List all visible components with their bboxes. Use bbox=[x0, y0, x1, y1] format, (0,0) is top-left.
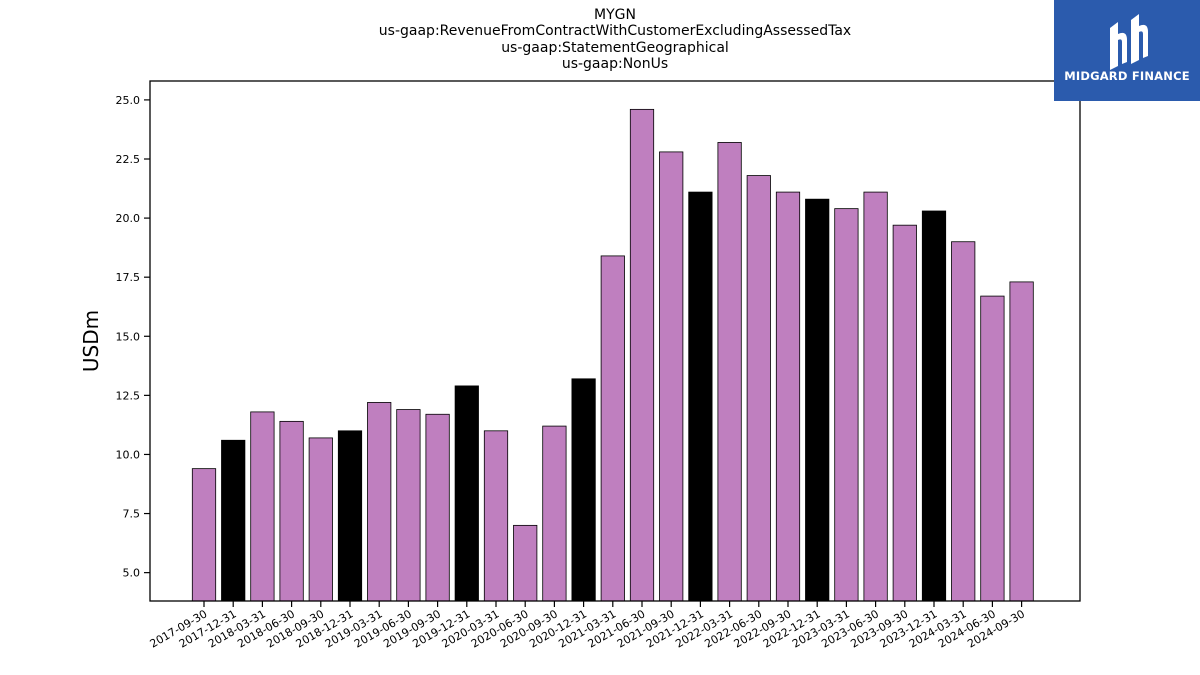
y-tick-label: 12.5 bbox=[116, 389, 141, 402]
bar-2019-03-31 bbox=[367, 402, 392, 602]
bar-2019-12-31 bbox=[454, 385, 479, 602]
chart-title-concept: us-gaap:RevenueFromContractWithCustomerE… bbox=[378, 23, 852, 40]
bar-2020-09-30 bbox=[542, 425, 567, 602]
y-tick-label: 5.0 bbox=[123, 567, 141, 580]
bar-2019-06-30 bbox=[396, 409, 421, 602]
bar-2024-06-30 bbox=[980, 295, 1005, 602]
bar-2017-09-30 bbox=[191, 468, 217, 602]
bar-2020-12-31 bbox=[571, 378, 596, 602]
bar-2022-06-30 bbox=[746, 175, 771, 602]
y-axis-title: USDm bbox=[79, 310, 103, 372]
y-tick-label: 25.0 bbox=[116, 94, 141, 107]
bar-2018-06-30 bbox=[279, 420, 304, 602]
bar-2018-03-31 bbox=[250, 411, 275, 602]
bar-2023-06-30 bbox=[863, 191, 888, 602]
y-tick-label: 15.0 bbox=[116, 330, 141, 343]
bar-2022-12-31 bbox=[805, 198, 830, 602]
bar-2022-09-30 bbox=[775, 191, 801, 602]
bar-2018-12-31 bbox=[337, 430, 363, 602]
plot-frame bbox=[149, 80, 1081, 602]
bar-2023-09-30 bbox=[892, 224, 917, 602]
bar-2024-03-31 bbox=[951, 241, 976, 602]
bar-2021-06-30 bbox=[629, 108, 655, 602]
bar-2021-09-30 bbox=[659, 151, 684, 602]
bar-2021-12-31 bbox=[688, 191, 713, 602]
midgard-finance-logo: MIDGARD FINANCE bbox=[1054, 0, 1200, 101]
bar-2018-09-30 bbox=[308, 437, 333, 602]
chart-title-ticker: MYGN bbox=[594, 7, 636, 23]
y-tick-label: 20.0 bbox=[116, 212, 141, 225]
chart-title-axis: us-gaap:StatementGeographical bbox=[501, 39, 729, 56]
bar-2020-06-30 bbox=[513, 524, 538, 602]
bar-2023-12-31 bbox=[921, 210, 947, 602]
bar-2022-03-31 bbox=[717, 142, 742, 602]
bar-2020-03-31 bbox=[483, 430, 509, 602]
bar-2019-09-30 bbox=[425, 413, 450, 602]
y-tick-label: 7.5 bbox=[123, 508, 141, 521]
chart-title: MYGN us-gaap:RevenueFromContractWithCust… bbox=[150, 7, 1080, 72]
chart-title-member: us-gaap:NonUs bbox=[561, 55, 669, 72]
bar-2021-03-31 bbox=[600, 255, 625, 602]
y-tick-label: 17.5 bbox=[116, 271, 141, 284]
bar-2017-12-31 bbox=[221, 439, 246, 602]
midgard-logo-icon bbox=[1054, 0, 1200, 101]
y-tick-label: 10.0 bbox=[116, 448, 141, 461]
bar-2024-09-30 bbox=[1009, 281, 1034, 602]
logo-text: MIDGARD FINANCE bbox=[1064, 69, 1190, 83]
bar-2023-03-31 bbox=[834, 208, 859, 602]
y-tick-label: 22.5 bbox=[116, 153, 141, 166]
